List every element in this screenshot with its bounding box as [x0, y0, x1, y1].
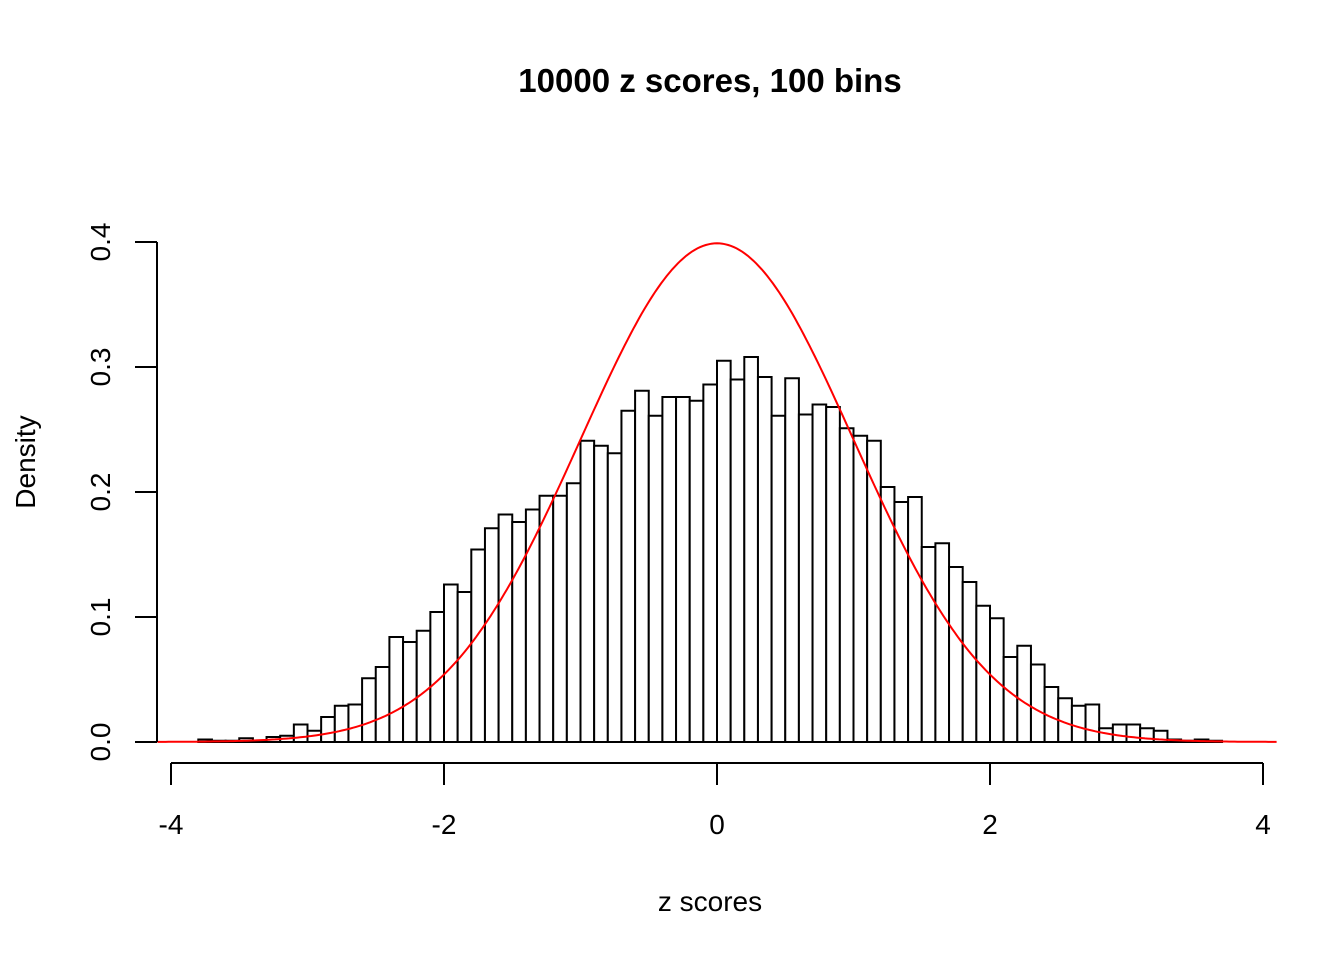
- histogram-bar: [784, 377, 800, 743]
- histogram-bar: [456, 591, 473, 743]
- histogram-bar: [716, 359, 732, 743]
- histogram-bar: [606, 452, 623, 743]
- histogram-bar: [1070, 704, 1087, 743]
- histogram-bar: [333, 704, 350, 743]
- histogram-bar: [647, 414, 664, 743]
- histogram-bar: [702, 383, 718, 743]
- histogram-bar: [402, 641, 418, 743]
- x-tick-label: 0: [709, 809, 725, 840]
- histogram-bar: [688, 399, 705, 743]
- histogram-bar: [320, 716, 336, 743]
- histogram-bar: [961, 581, 978, 743]
- histogram-bar: [825, 406, 841, 743]
- histogram-bar: [1016, 644, 1032, 743]
- histogram-bar: [361, 677, 377, 743]
- histogram-bar: [1002, 656, 1019, 743]
- y-tick-label: 0.1: [85, 598, 116, 637]
- histogram-bar: [511, 521, 527, 743]
- histogram-bar: [552, 494, 568, 743]
- histogram-bar: [907, 496, 923, 743]
- histogram-bar: [565, 482, 582, 743]
- x-tick-label: -4: [159, 809, 184, 840]
- histogram-bar: [756, 376, 773, 743]
- y-tick-label: 0.4: [85, 223, 116, 262]
- y-axis-label: Density: [10, 415, 41, 508]
- x-tick-label: 4: [1255, 809, 1271, 840]
- x-tick-label: 2: [982, 809, 998, 840]
- bars-group: [197, 356, 1224, 743]
- x-axis-label: z scores: [658, 886, 762, 917]
- histogram-bar: [415, 629, 432, 743]
- histogram-bar: [797, 413, 814, 743]
- histogram-bar: [497, 513, 514, 743]
- histogram-bar: [661, 396, 678, 743]
- chart-title: 10000 z scores, 100 bins: [518, 62, 901, 99]
- histogram-bar: [729, 378, 746, 743]
- y-tick-label: 0.0: [85, 723, 116, 762]
- histogram-bar: [524, 508, 541, 743]
- histogram-bar: [948, 566, 964, 743]
- histogram-bar: [1125, 723, 1142, 743]
- histogram-bar: [893, 501, 910, 743]
- histogram-bar: [770, 414, 787, 743]
- histogram-bar: [743, 356, 759, 743]
- axes-group: -4 -2 0 2 4 0.0 0.1 0.2 0.3 0.4: [85, 223, 1271, 840]
- histogram-bar: [483, 527, 500, 743]
- histogram-bar: [634, 389, 650, 743]
- histogram-bar: [1111, 723, 1128, 743]
- histogram-bar: [1139, 727, 1155, 743]
- histogram-bar: [675, 396, 691, 743]
- histogram-bar: [538, 494, 555, 743]
- histogram-bar: [579, 439, 596, 743]
- histogram-bar: [934, 542, 951, 743]
- histogram-bar: [620, 409, 637, 743]
- histogram-bar: [593, 444, 609, 743]
- y-tick-label: 0.3: [85, 348, 116, 387]
- histogram-bar: [470, 548, 486, 743]
- normal-density-curve: [157, 242, 1277, 743]
- histogram-bar: [838, 427, 855, 743]
- histogram-bar: [811, 403, 828, 743]
- histogram-bar: [374, 666, 391, 743]
- histogram-bar: [920, 546, 937, 743]
- histogram-bar: [852, 434, 869, 743]
- y-tick-label: 0.2: [85, 473, 116, 512]
- histogram-bar: [292, 723, 309, 743]
- histogram-bar: [1084, 703, 1101, 743]
- histogram-bar: [1029, 663, 1046, 743]
- histogram-bar: [388, 636, 405, 743]
- x-tick-label: -2: [432, 809, 457, 840]
- histogram-bar: [975, 604, 991, 743]
- histogram-bar: [347, 703, 364, 743]
